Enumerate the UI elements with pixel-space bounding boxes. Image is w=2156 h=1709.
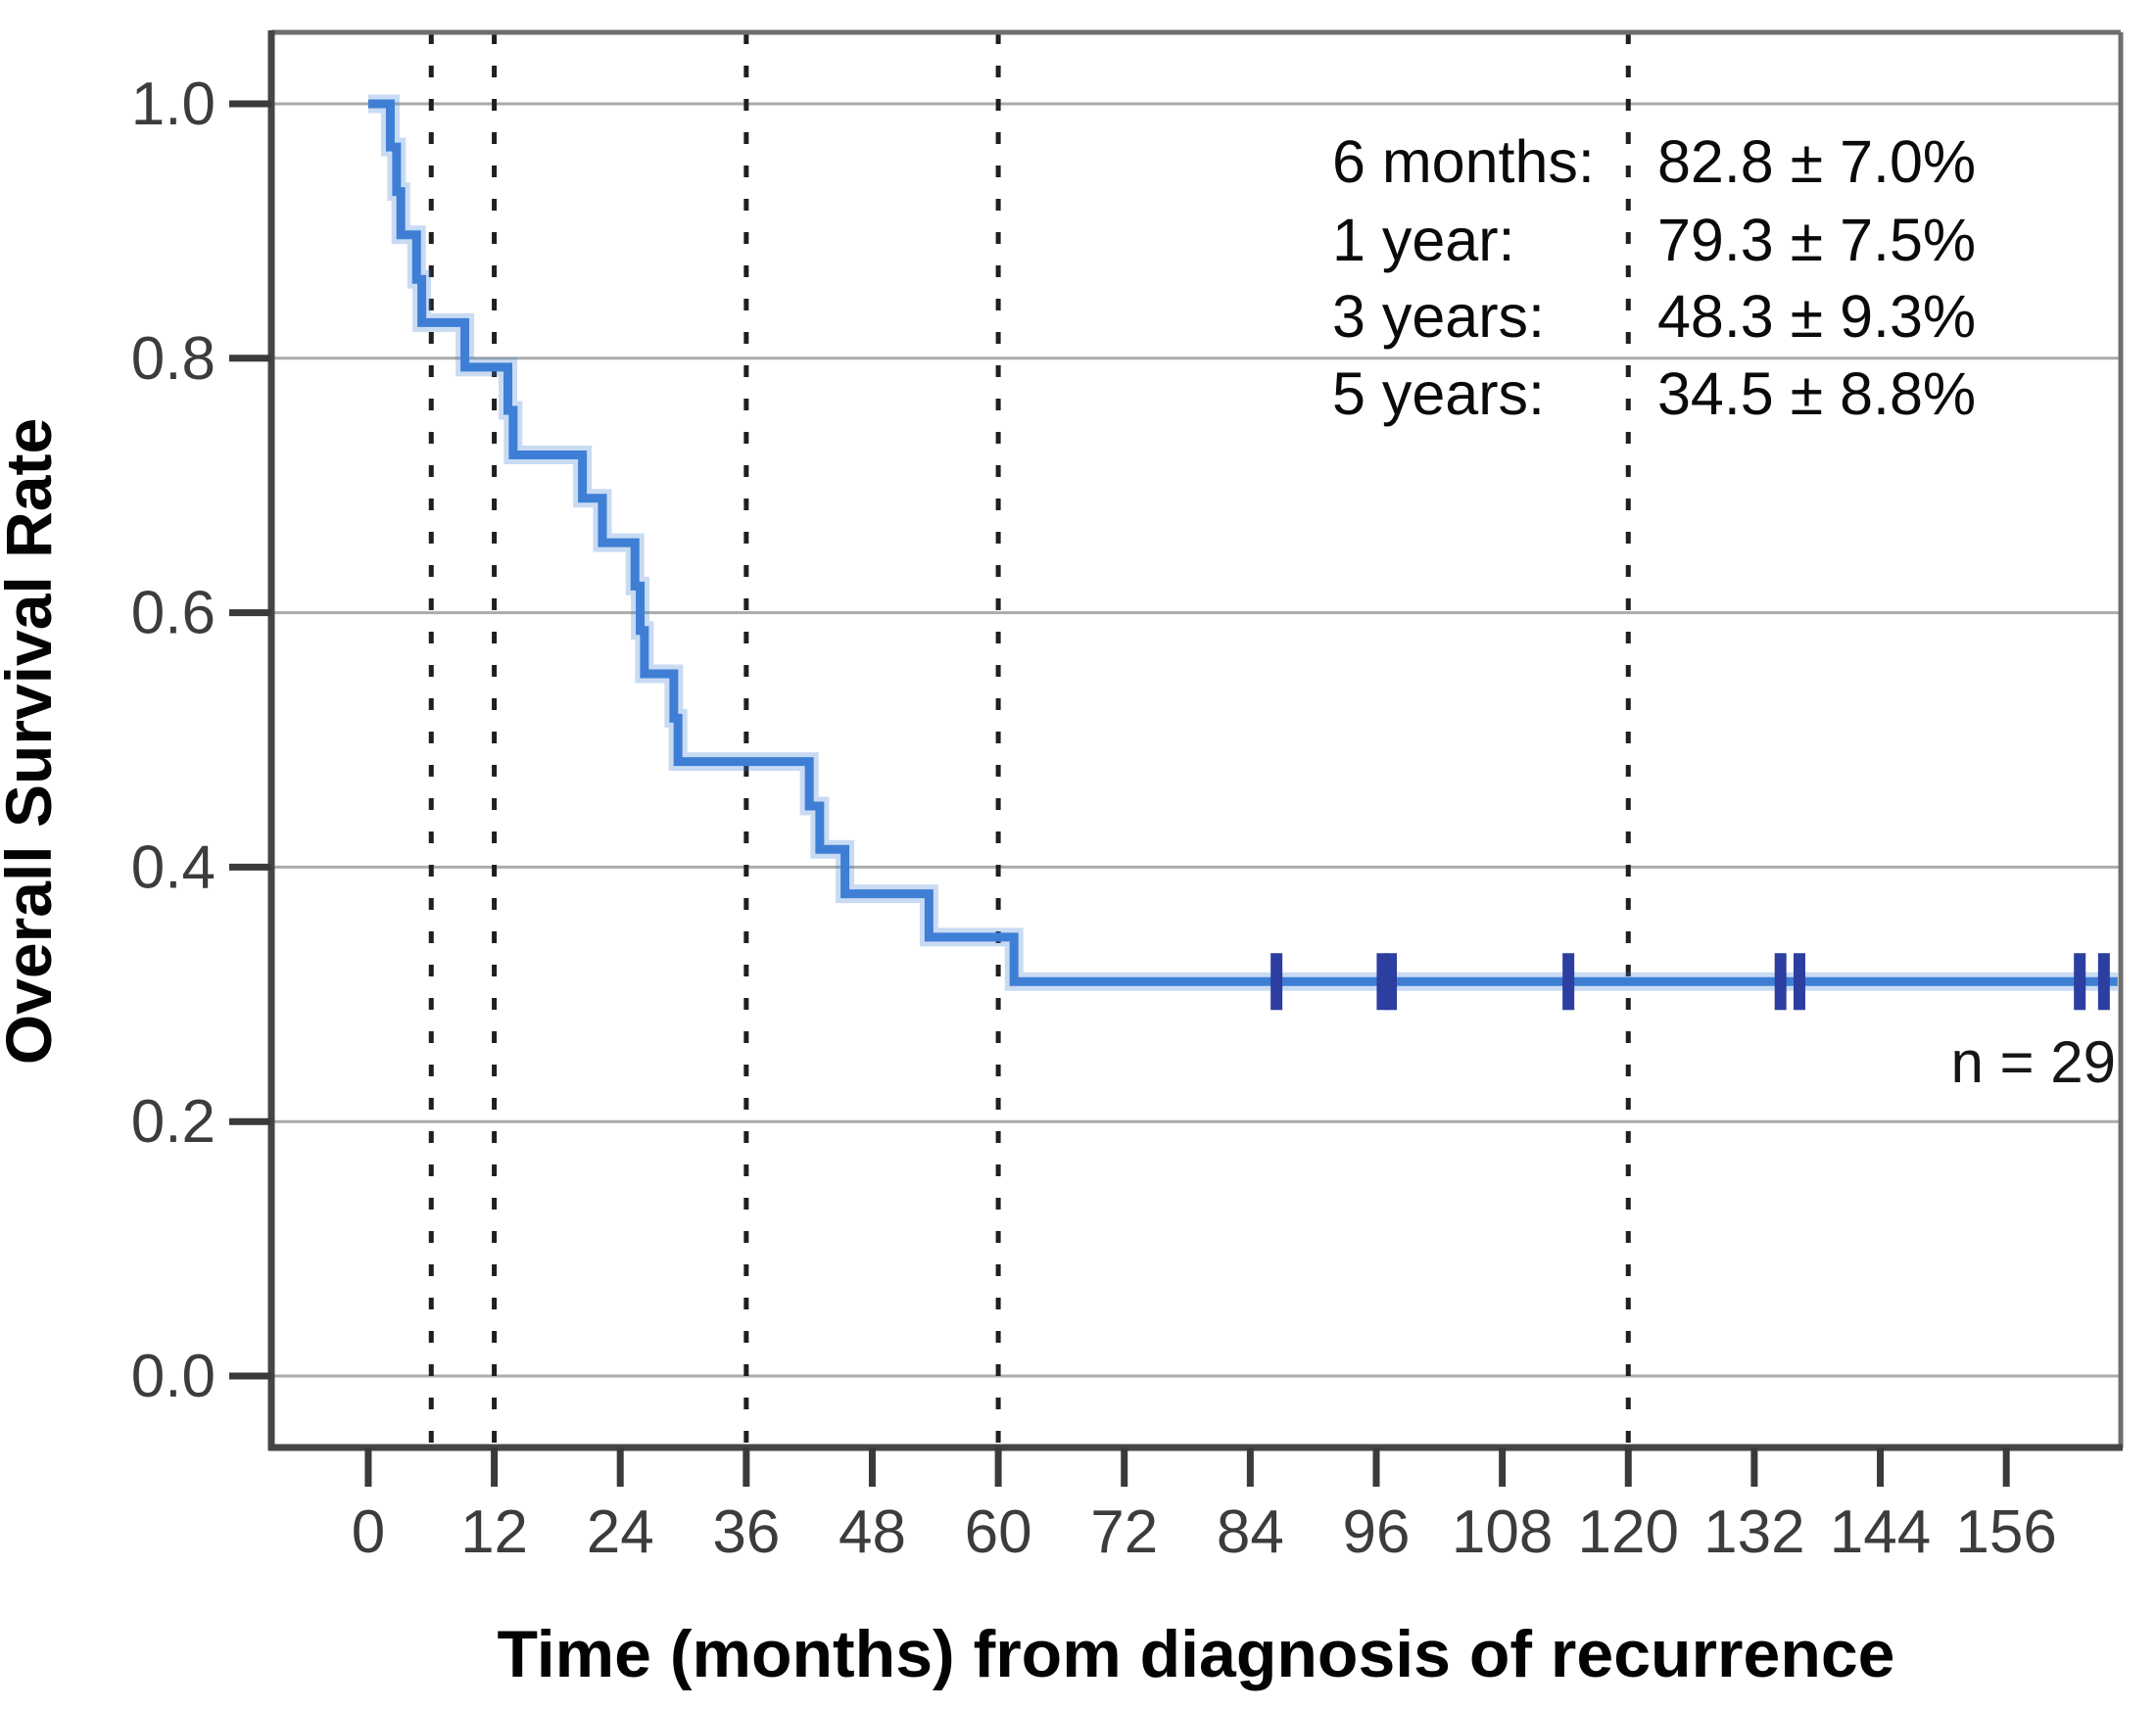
x-tick-label: 48 <box>838 1498 906 1566</box>
x-tick-label: 12 <box>460 1498 528 1566</box>
y-tick-label: 0.0 <box>131 1343 216 1410</box>
x-tick-label: 144 <box>1830 1498 1931 1566</box>
x-axis-title: Time (months) from diagnosis of recurren… <box>497 1617 1894 1691</box>
annotation-row-value: 48.3 ± 9.3% <box>1657 283 1976 350</box>
sample-size-label: n = 29 <box>1951 1029 2117 1095</box>
axis-tick-marks <box>229 100 2010 1487</box>
x-tick-label: 96 <box>1343 1498 1411 1566</box>
y-tick-labels: 1.0 0.8 0.6 0.4 0.2 0.0 <box>131 71 216 1410</box>
x-tick-label: 72 <box>1090 1498 1158 1566</box>
x-tick-label: 120 <box>1578 1498 1679 1566</box>
annotation-row-label: 5 years: <box>1332 360 1545 427</box>
y-tick-label: 0.2 <box>131 1088 216 1156</box>
x-tick-label: 156 <box>1955 1498 2056 1566</box>
y-tick-label: 0.6 <box>131 580 216 647</box>
x-tick-labels: 0 12 24 36 48 60 72 84 96 108 120 132 144 156 <box>352 1498 2057 1566</box>
censor-marks <box>1270 953 2110 1011</box>
plot-border <box>267 29 2124 1451</box>
x-tick-label: 60 <box>965 1498 1032 1566</box>
annotation-row-value: 82.8 ± 7.0% <box>1657 128 1976 195</box>
x-tick-label: 84 <box>1217 1498 1284 1566</box>
x-tick-label: 108 <box>1452 1498 1553 1566</box>
reference-dashed-lines <box>428 32 1631 1448</box>
survival-step-curve <box>367 94 2118 991</box>
x-tick-label: 0 <box>352 1498 385 1566</box>
survival-curve <box>367 99 2118 986</box>
x-tick-label: 24 <box>587 1498 654 1566</box>
survival-rate-annotation: 6 months: 82.8 ± 7.0% 1 year: 79.3 ± 7.5% 3 … <box>1332 128 1976 427</box>
x-tick-label: 36 <box>712 1498 780 1566</box>
y-tick-label: 0.4 <box>131 833 216 901</box>
y-axis-title: Overall Survival Rate <box>0 418 65 1065</box>
y-tick-label: 0.8 <box>131 325 216 393</box>
annotation-row-label: 3 years: <box>1332 283 1545 350</box>
x-tick-label: 132 <box>1703 1498 1804 1566</box>
annotation-row-label: 1 year: <box>1332 207 1515 273</box>
annotation-row-label: 6 months: <box>1332 128 1595 195</box>
y-tick-label: 1.0 <box>131 71 216 138</box>
gridlines <box>271 102 2121 1378</box>
annotation-row-value: 79.3 ± 7.5% <box>1657 207 1976 273</box>
annotation-row-value: 34.5 ± 8.8% <box>1657 360 1976 427</box>
